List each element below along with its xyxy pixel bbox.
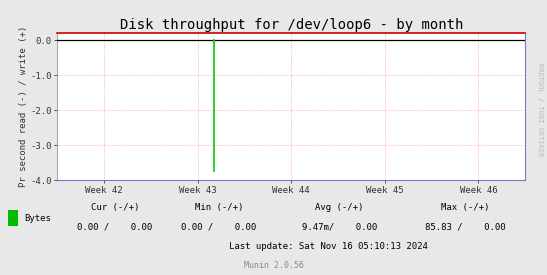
Text: 0.00 /    0.00: 0.00 / 0.00 [181, 223, 257, 232]
Text: RRDTOOL / TOBI OETIKER: RRDTOOL / TOBI OETIKER [537, 63, 543, 157]
Text: Bytes: Bytes [25, 214, 51, 222]
Text: Last update: Sat Nov 16 05:10:13 2024: Last update: Sat Nov 16 05:10:13 2024 [229, 242, 428, 251]
Text: 0.00 /    0.00: 0.00 / 0.00 [77, 223, 153, 232]
Text: Munin 2.0.56: Munin 2.0.56 [243, 261, 304, 270]
Title: Disk throughput for /dev/loop6 - by month: Disk throughput for /dev/loop6 - by mont… [120, 18, 463, 32]
Text: 85.83 /    0.00: 85.83 / 0.00 [424, 223, 505, 232]
Text: Avg (-/+): Avg (-/+) [315, 204, 363, 212]
Text: Max (-/+): Max (-/+) [441, 204, 489, 212]
Text: Cur (-/+): Cur (-/+) [91, 204, 139, 212]
Y-axis label: Pr second read (-) / write (+): Pr second read (-) / write (+) [19, 26, 27, 187]
Text: 9.47m/    0.00: 9.47m/ 0.00 [301, 223, 377, 232]
Text: Min (-/+): Min (-/+) [195, 204, 243, 212]
